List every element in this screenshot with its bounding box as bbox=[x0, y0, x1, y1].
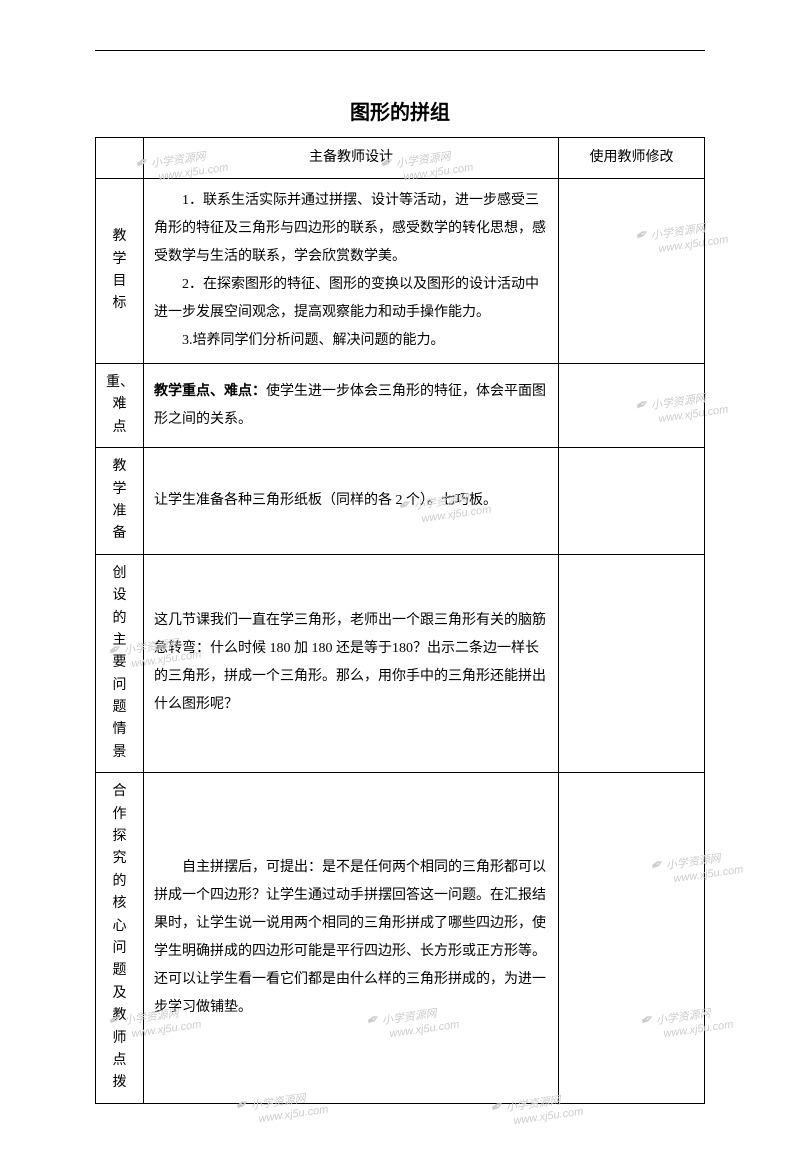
label-text: 题及 bbox=[106, 960, 133, 1005]
keypoints-row: 重、 难点 教学重点、难点：使学生进一步体会三角形的特征，体会平面图形之间的关系… bbox=[96, 364, 705, 448]
label-text: 合作 bbox=[106, 781, 133, 826]
scenario-label: 创设 的主 要问 题情 景 bbox=[96, 554, 144, 773]
preparation-row: 教学 准备 让学生准备各种三角形纸板（同样的各 2 个）。七巧板。 bbox=[96, 448, 705, 555]
inquiry-text: 自主拼摆后，可提出：是不是任何两个相同的三角形都可以拼成一个四边形？让学生通过动… bbox=[154, 854, 548, 1022]
top-rule bbox=[95, 50, 705, 51]
objectives-label: 教学 目标 bbox=[96, 179, 144, 364]
header-empty-cell bbox=[96, 138, 144, 179]
label-text: 目标 bbox=[106, 271, 133, 316]
keypoints-label: 重、 难点 bbox=[96, 364, 144, 448]
label-text: 教学 bbox=[106, 456, 133, 501]
label-text: 教学 bbox=[106, 226, 133, 271]
inquiry-row: 合作 探究 的核 心问 题及 教师 点拨 自主拼摆后，可提出：是不是任何两个相同… bbox=[96, 773, 705, 1103]
keypoints-bold: 教学重点、难点： bbox=[154, 384, 266, 399]
label-text: 难点 bbox=[106, 394, 133, 439]
inquiry-content: 自主拼摆后，可提出：是不是任何两个相同的三角形都可以拼成一个四边形？让学生通过动… bbox=[144, 773, 559, 1103]
scenario-row: 创设 的主 要问 题情 景 这几节课我们一直在学三角形，老师出一个跟三角形有关的… bbox=[96, 554, 705, 773]
label-text: 心问 bbox=[106, 916, 133, 961]
keypoints-modify bbox=[559, 364, 705, 448]
label-text: 的核 bbox=[106, 871, 133, 916]
inquiry-modify bbox=[559, 773, 705, 1103]
scenario-modify bbox=[559, 554, 705, 773]
page-container: 图形的拼组 主备教师设计 使用教师修改 教学 目标 1．联系生活实际并通过拼摆、… bbox=[0, 0, 800, 1154]
objectives-p3: 3.培养同学们分析问题、解决问题的能力。 bbox=[154, 327, 548, 355]
keypoints-content: 教学重点、难点：使学生进一步体会三角形的特征，体会平面图形之间的关系。 bbox=[144, 364, 559, 448]
header-design-cell: 主备教师设计 bbox=[144, 138, 559, 179]
label-text: 创设 bbox=[106, 563, 133, 608]
table-header-row: 主备教师设计 使用教师修改 bbox=[96, 138, 705, 179]
preparation-label: 教学 准备 bbox=[96, 448, 144, 555]
label-text: 题情 bbox=[106, 697, 133, 742]
objectives-row: 教学 目标 1．联系生活实际并通过拼摆、设计等活动，进一步感受三角形的特征及三角… bbox=[96, 179, 705, 364]
scenario-content: 这几节课我们一直在学三角形，老师出一个跟三角形有关的脑筋急转弯：什么时候 180… bbox=[144, 554, 559, 773]
objectives-p2: 2．在探索图形的特征、图形的变换以及图形的设计活动中进一步发展空间观念，提高观察… bbox=[154, 271, 548, 327]
label-text: 的主 bbox=[106, 608, 133, 653]
label-text: 重、 bbox=[106, 372, 133, 394]
inquiry-label: 合作 探究 的核 心问 题及 教师 点拨 bbox=[96, 773, 144, 1103]
label-text: 要问 bbox=[106, 652, 133, 697]
preparation-content: 让学生准备各种三角形纸板（同样的各 2 个）。七巧板。 bbox=[144, 448, 559, 555]
label-text: 教师 bbox=[106, 1005, 133, 1050]
lesson-plan-table: 主备教师设计 使用教师修改 教学 目标 1．联系生活实际并通过拼摆、设计等活动，… bbox=[95, 137, 705, 1104]
document-title: 图形的拼组 bbox=[95, 96, 705, 125]
header-modify-cell: 使用教师修改 bbox=[559, 138, 705, 179]
preparation-modify bbox=[559, 448, 705, 555]
label-text: 景 bbox=[106, 742, 133, 764]
label-text: 探究 bbox=[106, 826, 133, 871]
objectives-p1: 1．联系生活实际并通过拼摆、设计等活动，进一步感受三角形的特征及三角形与四边形的… bbox=[154, 187, 548, 271]
label-text: 准备 bbox=[106, 501, 133, 546]
label-text: 点拨 bbox=[106, 1050, 133, 1095]
objectives-content: 1．联系生活实际并通过拼摆、设计等活动，进一步感受三角形的特征及三角形与四边形的… bbox=[144, 179, 559, 364]
objectives-modify bbox=[559, 179, 705, 364]
